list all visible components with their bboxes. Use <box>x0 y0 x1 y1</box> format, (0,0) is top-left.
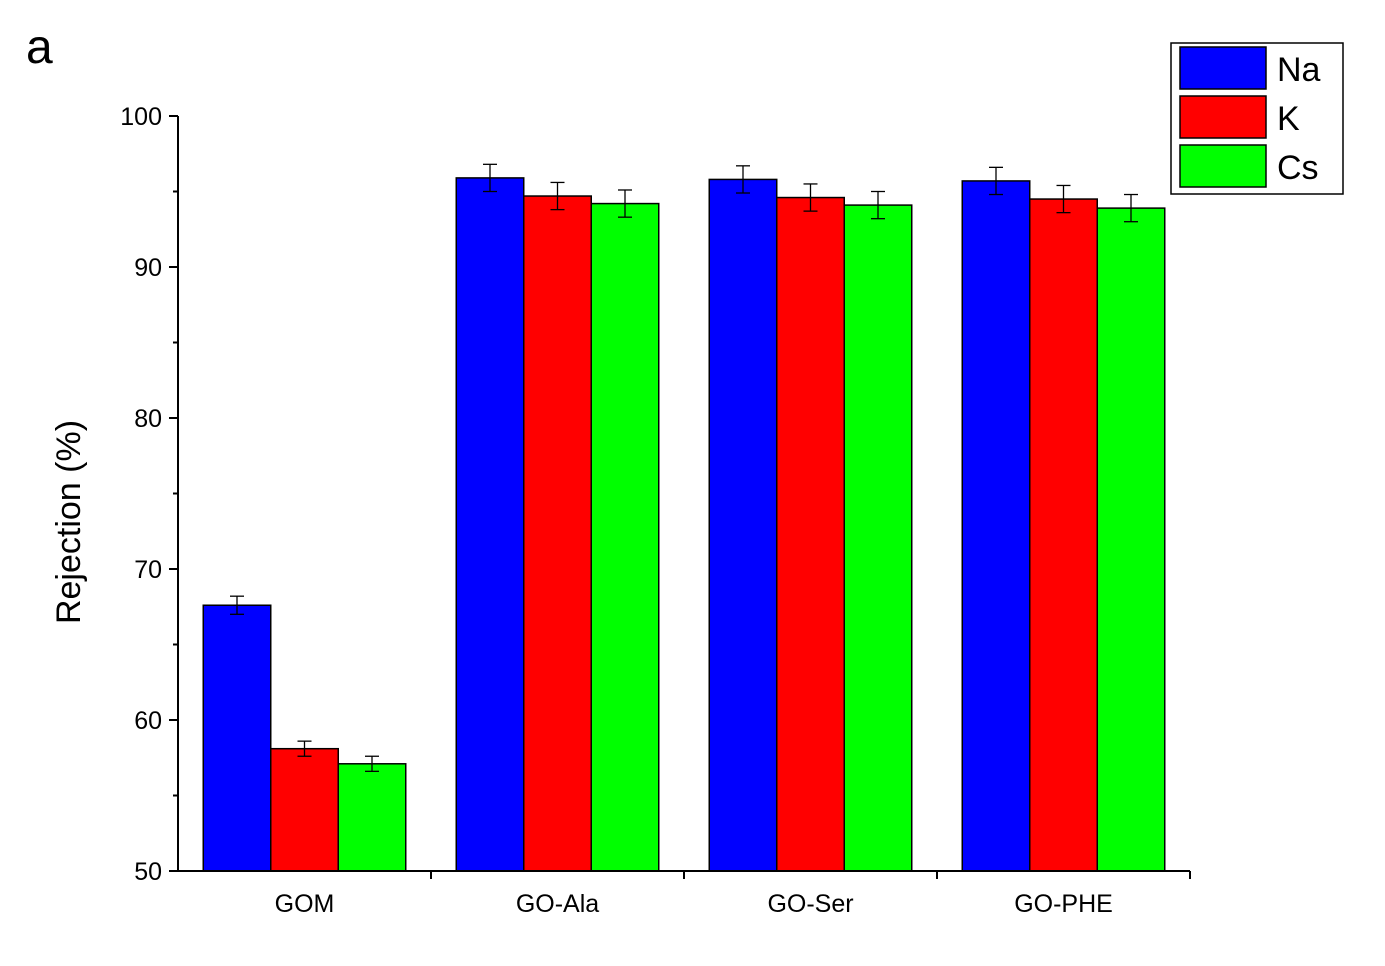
x-tick-label: GO-Ala <box>516 890 599 918</box>
error-bar-k-go-ser <box>803 183 818 212</box>
legend-swatch-na <box>1179 46 1267 90</box>
legend-label-cs: Cs <box>1277 149 1319 187</box>
legend-swatch-cs <box>1179 144 1267 188</box>
legend-label-k: K <box>1277 100 1300 138</box>
bar-na-go-ala <box>455 177 525 872</box>
bar-k-go-ala <box>523 195 592 872</box>
y-tick-label: 100 <box>120 103 162 131</box>
error-bar-cs-gom <box>365 755 379 772</box>
error-bar-k-gom <box>297 740 312 757</box>
bar-na-go-ser <box>708 178 778 872</box>
error-bar-cs-go-phe <box>1124 193 1138 223</box>
y-tick-label: 60 <box>134 707 162 735</box>
bars-layer <box>202 163 1166 872</box>
legend: Na K Cs <box>1170 42 1344 195</box>
bar-na-go-phe <box>961 180 1031 872</box>
x-tick-label: GOM <box>275 890 335 918</box>
error-bar-na-go-ala <box>483 163 497 193</box>
y-tick-label: 90 <box>134 254 162 282</box>
bar-na-gom <box>202 604 272 872</box>
y-tick-label: 70 <box>134 556 162 584</box>
panel-label: a <box>26 21 53 74</box>
y-tick-label: 50 <box>134 858 162 886</box>
bar-cs-go-ser <box>843 204 913 872</box>
bar-cs-go-ala <box>590 202 660 872</box>
legend-label-na: Na <box>1277 51 1321 89</box>
axes-layer: GOM GO-Ala GO-Ser GO-PHE 50 60 70 80 90 100 <box>120 103 1191 918</box>
bar-cs-gom <box>337 763 407 872</box>
bar-k-gom <box>270 747 339 872</box>
bar-k-go-phe <box>1029 198 1098 872</box>
bar-k-go-ser <box>776 196 845 872</box>
error-bar-na-go-ser <box>736 165 750 194</box>
error-bar-k-go-phe <box>1056 184 1071 214</box>
x-tick-label: GO-PHE <box>1014 890 1113 918</box>
error-bar-cs-go-ser <box>871 190 885 220</box>
error-bar-na-go-phe <box>989 166 1003 196</box>
y-axis-title: Rejection (%) <box>50 420 88 624</box>
error-bar-cs-go-ala <box>618 189 632 218</box>
y-tick-label: 80 <box>134 405 162 433</box>
legend-swatch-k <box>1179 95 1267 139</box>
x-tick-label: GO-Ser <box>767 890 853 918</box>
error-bar-na-gom <box>230 595 244 615</box>
error-bar-k-go-ala <box>550 181 565 211</box>
bar-cs-go-phe <box>1096 207 1166 872</box>
